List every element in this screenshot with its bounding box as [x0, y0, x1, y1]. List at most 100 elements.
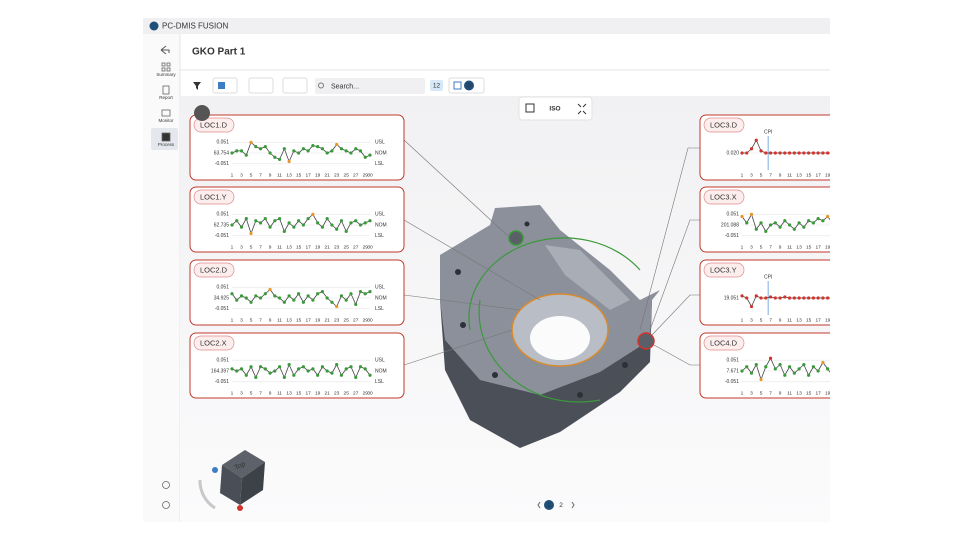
data-point[interactable]	[855, 296, 858, 299]
data-point[interactable]	[292, 298, 296, 302]
data-point[interactable]	[249, 365, 253, 369]
data-point[interactable]	[297, 219, 301, 223]
data-point[interactable]	[759, 221, 763, 225]
data-point[interactable]	[363, 221, 367, 225]
data-point[interactable]	[287, 294, 291, 298]
data-point[interactable]	[239, 149, 244, 153]
cube-front[interactable]	[220, 465, 242, 505]
feature-highlight[interactable]	[508, 230, 524, 246]
summary-icon[interactable]	[166, 62, 171, 67]
data-point[interactable]	[263, 292, 267, 296]
data-point[interactable]	[287, 363, 291, 367]
current-page[interactable]	[544, 500, 554, 510]
data-point[interactable]	[254, 219, 258, 223]
data-point[interactable]	[239, 367, 244, 371]
data-point[interactable]	[301, 300, 305, 304]
data-point[interactable]	[301, 147, 305, 151]
data-point[interactable]	[878, 223, 881, 226]
help-icon[interactable]	[162, 501, 170, 509]
data-point[interactable]	[335, 142, 339, 147]
data-point[interactable]	[292, 373, 296, 377]
data-point[interactable]	[740, 294, 744, 298]
data-point[interactable]	[845, 296, 848, 299]
data-point[interactable]	[792, 227, 796, 231]
data-point[interactable]	[878, 151, 881, 154]
data-point[interactable]	[831, 151, 834, 154]
data-point[interactable]	[783, 151, 787, 155]
back-button[interactable]	[160, 45, 170, 55]
data-point[interactable]	[749, 147, 754, 151]
data-point[interactable]	[787, 223, 792, 227]
data-point[interactable]	[759, 377, 763, 382]
data-point[interactable]	[768, 223, 773, 227]
data-point[interactable]	[230, 367, 234, 371]
cube-side[interactable]	[240, 462, 265, 505]
data-point[interactable]	[836, 151, 839, 154]
data-point[interactable]	[878, 367, 881, 370]
data-point[interactable]	[239, 294, 244, 298]
data-point[interactable]	[869, 296, 872, 299]
data-point[interactable]	[273, 219, 277, 223]
data-point[interactable]	[874, 151, 877, 154]
data-point[interactable]	[797, 367, 801, 371]
data-point[interactable]	[368, 219, 372, 223]
data-point[interactable]	[754, 227, 758, 231]
cube-top[interactable]	[222, 450, 265, 478]
data-point[interactable]	[768, 151, 773, 155]
data-point[interactable]	[855, 219, 858, 222]
data-point[interactable]	[821, 219, 825, 223]
data-point[interactable]	[273, 369, 277, 373]
data-point[interactable]	[254, 145, 258, 149]
sidebar-label[interactable]: Process	[158, 142, 175, 147]
data-point[interactable]	[740, 151, 744, 155]
data-point[interactable]	[836, 365, 839, 368]
data-point[interactable]	[807, 296, 811, 300]
data-point[interactable]	[358, 290, 363, 294]
search-box[interactable]	[315, 78, 425, 94]
data-point[interactable]	[874, 372, 877, 375]
viewport-menu-button[interactable]	[194, 105, 210, 121]
data-point[interactable]	[368, 153, 372, 157]
data-point[interactable]	[826, 296, 830, 300]
data-point[interactable]	[354, 302, 358, 306]
data-point[interactable]	[325, 369, 329, 373]
data-point[interactable]	[840, 219, 843, 222]
data-point[interactable]	[807, 373, 811, 377]
data-point[interactable]	[811, 151, 815, 155]
data-point[interactable]	[263, 367, 267, 371]
data-point[interactable]	[745, 296, 749, 300]
data-point[interactable]	[244, 373, 248, 377]
data-point[interactable]	[831, 374, 834, 377]
data-point[interactable]	[874, 221, 877, 224]
data-point[interactable]	[811, 365, 815, 369]
data-point[interactable]	[754, 138, 758, 142]
data-point[interactable]	[330, 223, 334, 227]
data-point[interactable]	[311, 212, 315, 216]
data-point[interactable]	[864, 369, 867, 372]
data-point[interactable]	[874, 296, 877, 299]
page-number[interactable]: 1	[547, 502, 551, 509]
data-point[interactable]	[268, 371, 272, 375]
data-point[interactable]	[749, 212, 754, 216]
data-point[interactable]	[773, 296, 777, 300]
data-point[interactable]	[855, 151, 858, 154]
data-point[interactable]	[807, 219, 811, 223]
data-point[interactable]	[821, 151, 825, 155]
data-point[interactable]	[344, 149, 348, 153]
data-point[interactable]	[320, 365, 325, 369]
data-point[interactable]	[316, 221, 320, 225]
data-point[interactable]	[282, 300, 286, 304]
data-point[interactable]	[268, 287, 272, 292]
data-point[interactable]	[840, 151, 843, 154]
data-point[interactable]	[783, 219, 787, 223]
data-point[interactable]	[320, 290, 325, 294]
data-point[interactable]	[840, 296, 843, 299]
data-point[interactable]	[811, 221, 815, 225]
data-point[interactable]	[768, 356, 773, 360]
data-point[interactable]	[258, 365, 263, 369]
data-point[interactable]	[273, 294, 277, 298]
data-point[interactable]	[749, 371, 754, 375]
